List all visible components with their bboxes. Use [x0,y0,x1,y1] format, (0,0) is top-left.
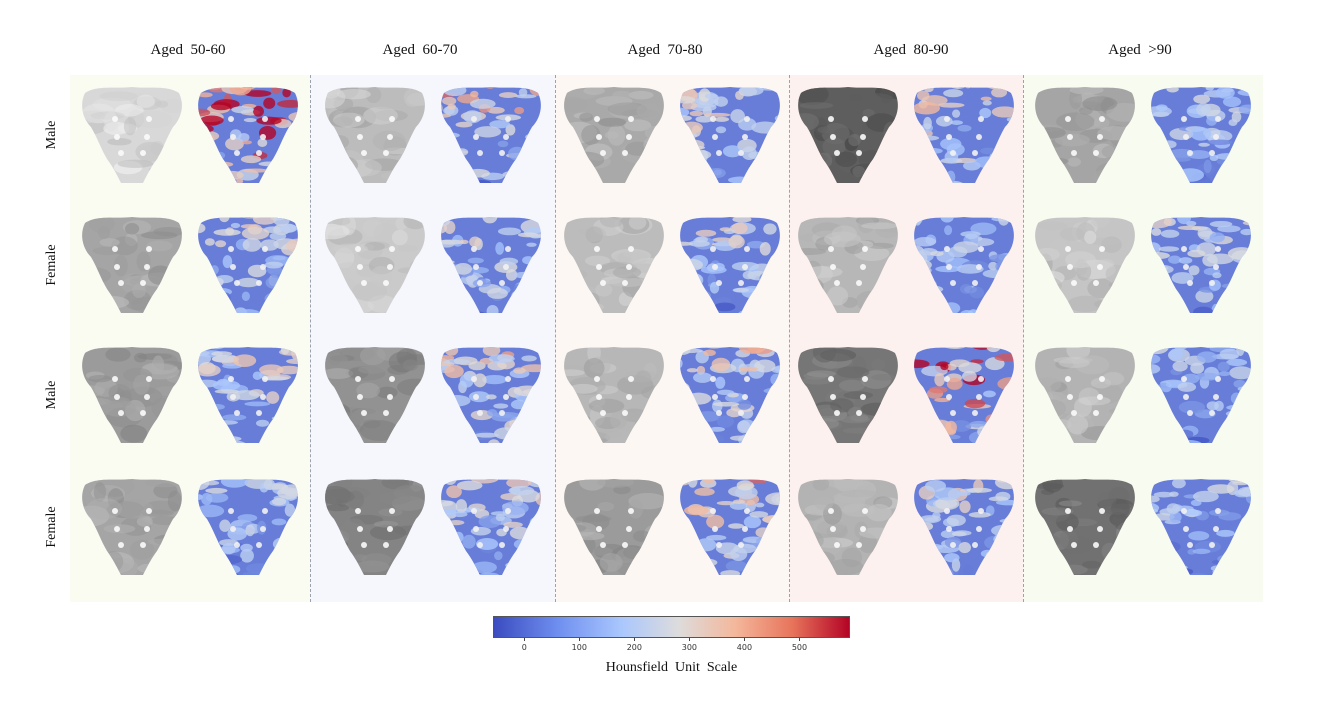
grayscale-sacrum [77,79,187,191]
heatmap-sacrum [193,209,303,321]
grayscale-sacrum [1030,209,1140,321]
column-title: Aged >90 [1108,42,1172,58]
grayscale-sacrum [793,79,903,191]
panel-separator [310,75,311,602]
heatmap-sacrum [675,471,785,583]
panel-separator [555,75,556,602]
heatmap-sacrum [1146,471,1256,583]
heatmap-sacrum [675,209,785,321]
colorbar-label: Hounsfield Unit Scale [605,660,738,675]
heatmap-sacrum [1146,339,1256,451]
grayscale-sacrum [559,79,669,191]
heatmap-sacrum [909,79,1019,191]
row-label: Female [44,506,59,548]
grayscale-sacrum [793,209,903,321]
grayscale-sacrum [559,471,669,583]
heatmap-sacrum [193,79,303,191]
panel-separator [789,75,790,602]
grayscale-sacrum [793,471,903,583]
colorbar-tick-label: 100 [571,643,587,652]
colorbar-gradient [493,616,850,638]
row-label: Male [44,120,59,150]
row-label: Male [44,380,59,410]
heatmap-sacrum [909,209,1019,321]
column-title: Aged 60-70 [382,42,458,58]
grayscale-sacrum [320,209,430,321]
colorbar-tick-label: 400 [736,643,753,652]
colorbar-tick-label: 300 [681,643,698,652]
heatmap-sacrum [436,339,546,451]
grayscale-sacrum [320,471,430,583]
grayscale-sacrum [320,79,430,191]
colorbar-tickmark [689,638,691,641]
grayscale-sacrum [559,339,669,451]
colorbar-tick-label: 0 [521,643,527,652]
heatmap-sacrum [1146,79,1256,191]
grayscale-sacrum [1030,339,1140,451]
colorbar [493,616,850,638]
column-title: Aged 70-80 [627,42,703,58]
colorbar-tickmark [524,638,526,641]
row-label: Female [44,244,59,286]
colorbar-tickmark [799,638,801,641]
grayscale-sacrum [1030,471,1140,583]
grayscale-sacrum [77,471,187,583]
column-title: Aged 80-90 [873,42,949,58]
grayscale-sacrum [1030,79,1140,191]
colorbar-tick-label: 200 [626,643,642,652]
colorbar-tick-label: 500 [791,643,808,652]
heatmap-sacrum [675,79,785,191]
heatmap-sacrum [436,471,546,583]
grayscale-sacrum [77,339,187,451]
colorbar-tickmark [744,638,746,641]
heatmap-sacrum [909,339,1019,451]
heatmap-sacrum [193,471,303,583]
grayscale-sacrum [559,209,669,321]
heatmap-sacrum [675,339,785,451]
colorbar-tickmark [579,638,581,641]
grayscale-sacrum [320,339,430,451]
heatmap-sacrum [1146,209,1256,321]
panel-separator [1023,75,1024,602]
heatmap-sacrum [909,471,1019,583]
grayscale-sacrum [77,209,187,321]
grayscale-sacrum [793,339,903,451]
heatmap-sacrum [193,339,303,451]
heatmap-sacrum [436,209,546,321]
column-title: Aged 50-60 [150,42,226,58]
heatmap-sacrum [436,79,546,191]
colorbar-tickmark [634,638,636,641]
